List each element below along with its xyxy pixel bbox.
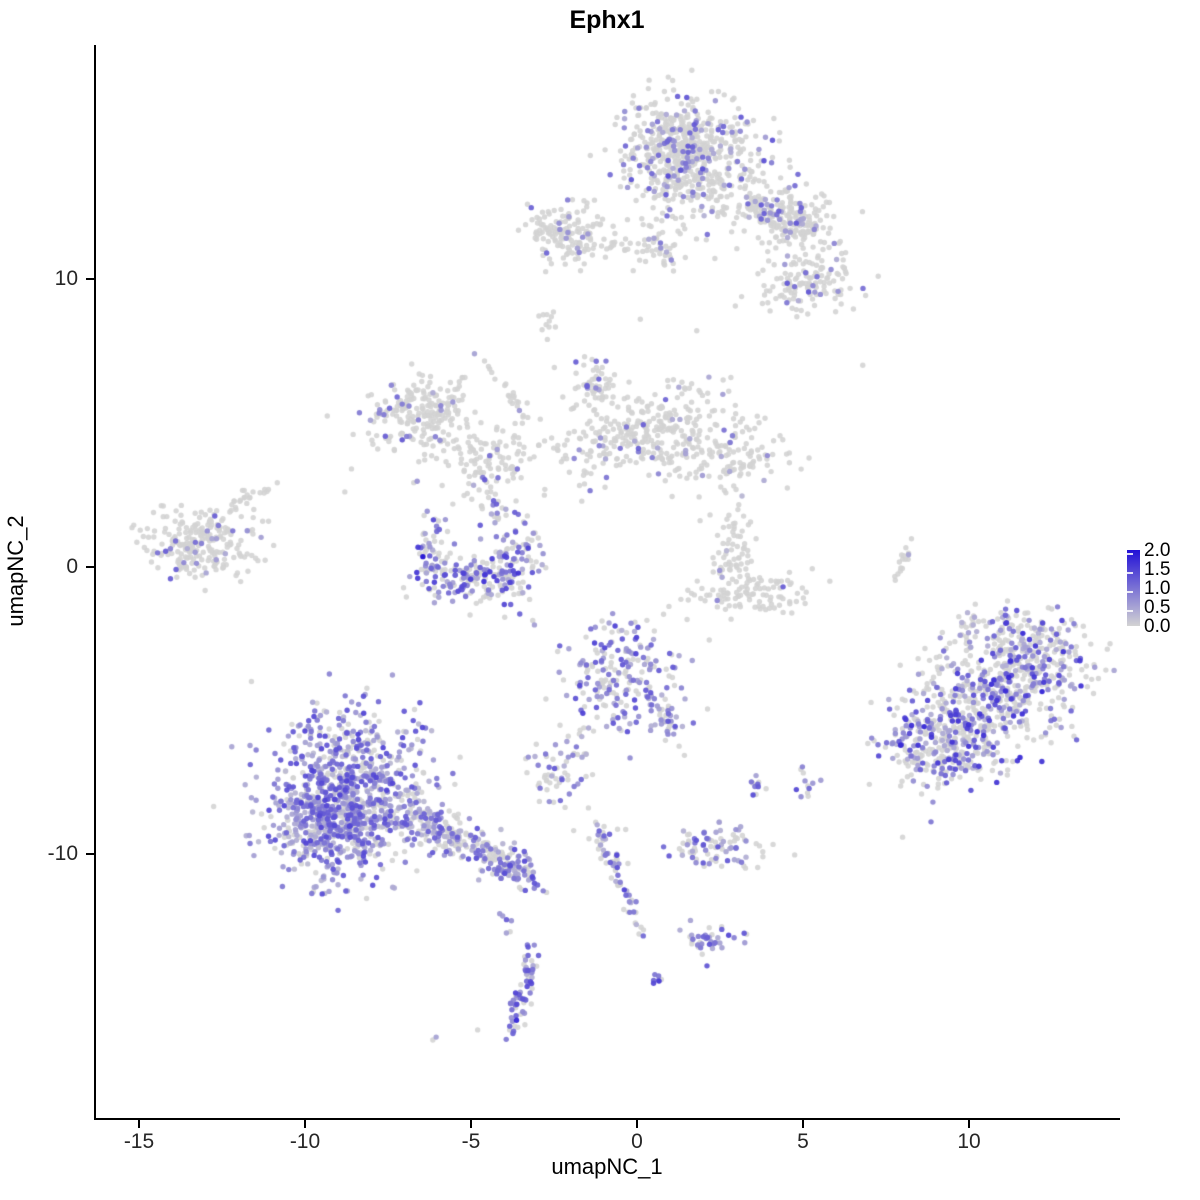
y-axis-line [94, 45, 96, 1120]
colorbar-label: 1.5 [1144, 559, 1171, 580]
x-tick-label: -10 [289, 1130, 321, 1153]
x-tick-label: 10 [957, 1130, 981, 1153]
colorbar-gradient [1127, 550, 1140, 631]
colorbar-label: 1.0 [1144, 578, 1171, 599]
colorbar-tick [1127, 610, 1133, 612]
x-axis-line [94, 1118, 1120, 1120]
y-tick-mark [86, 565, 94, 568]
x-tick-mark [968, 1120, 970, 1128]
x-tick-mark [470, 1120, 472, 1128]
y-tick-mark [86, 853, 94, 856]
x-tick-label: -15 [123, 1130, 155, 1153]
y-tick-label: -10 [47, 842, 78, 866]
x-axis-title: umapNC_1 [551, 1154, 663, 1179]
x-tick-mark [636, 1120, 638, 1128]
y-axis-title: umapNC_2 [3, 515, 28, 627]
x-tick-mark [138, 1120, 140, 1128]
x-tick-label: 5 [797, 1130, 809, 1153]
y-tick-label: 10 [54, 267, 78, 290]
x-tick-label: -5 [461, 1130, 481, 1153]
colorbar-label: 2.0 [1144, 540, 1171, 561]
colorbar-label: 0.5 [1144, 597, 1171, 618]
colorbar-tick [1127, 629, 1133, 631]
colorbar-tick [1127, 591, 1133, 593]
colorbar-label: 0.0 [1144, 616, 1171, 637]
colorbar-tick [1127, 572, 1133, 574]
y-tick-label: 0 [66, 554, 78, 578]
x-tick-mark [304, 1120, 306, 1128]
x-tick-label: 0 [631, 1130, 643, 1153]
y-tick-mark [86, 278, 94, 280]
colorbar-tick [1127, 553, 1133, 555]
expression-colorbar-legend: 2.0 1.5 1.0 0.5 0.0 [1127, 541, 1199, 637]
x-tick-mark [802, 1120, 804, 1128]
